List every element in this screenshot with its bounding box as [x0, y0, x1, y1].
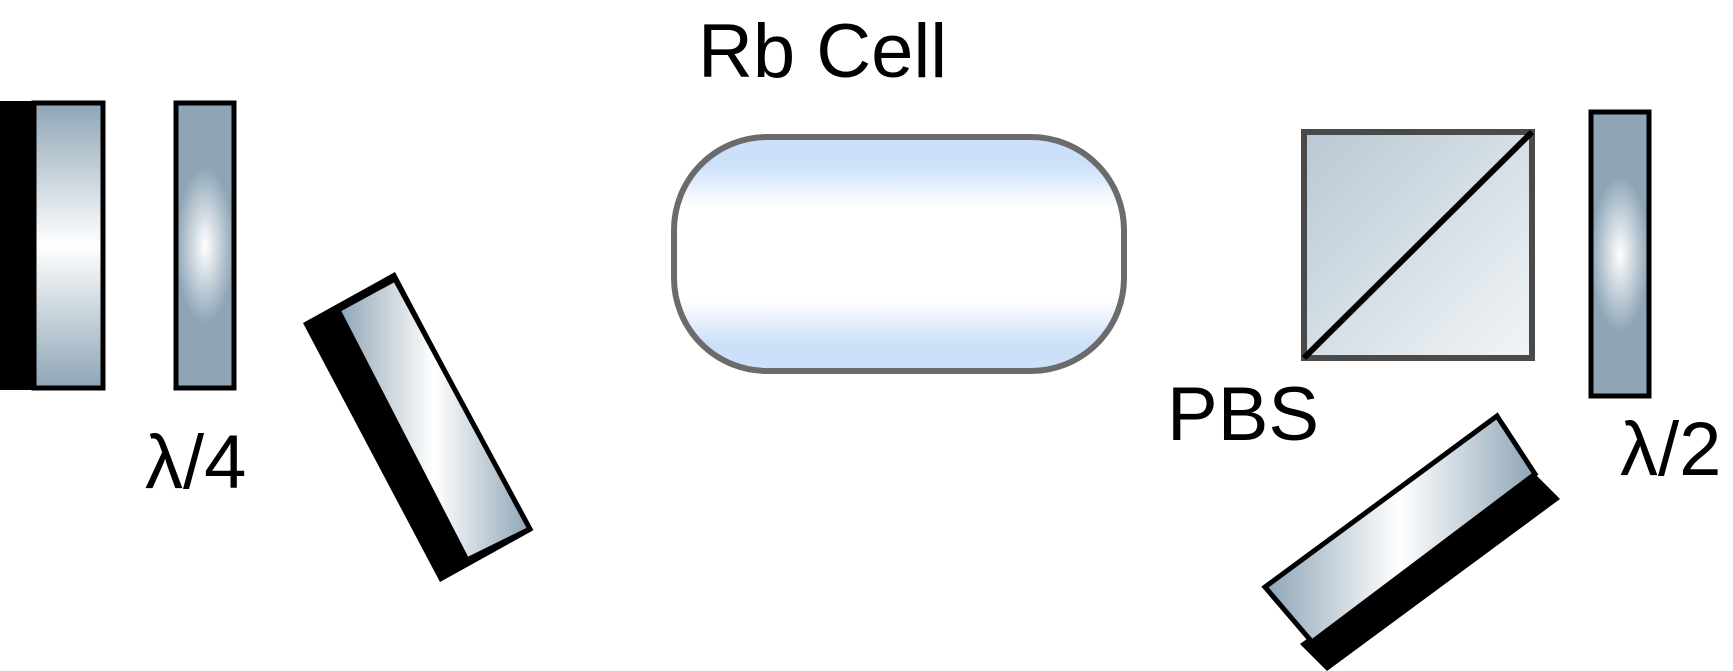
pbs-label: PBS: [1167, 372, 1319, 457]
tilted-mirror-right: [1261, 412, 1560, 671]
left-mirror: [0, 100, 106, 391]
half-wave-plate: [1588, 109, 1652, 399]
tilted-mirror-left: [303, 272, 534, 582]
quarter-wave-plate-body: [173, 100, 237, 391]
rb-cell-label: Rb Cell: [698, 9, 947, 94]
left-mirror-glass: [31, 100, 106, 391]
tilted-mirror-right-backing: [1300, 474, 1560, 671]
pbs-diagonal: [1301, 129, 1535, 361]
left-mirror-backing: [0, 101, 36, 390]
pbs-cube: [1301, 129, 1535, 361]
half-wave-label: λ/2: [1620, 407, 1721, 492]
quarter-wave-plate: [173, 100, 237, 391]
half-wave-plate-body: [1588, 109, 1652, 399]
quarter-wave-label: λ/4: [145, 420, 246, 505]
rb-cell: [671, 134, 1127, 374]
tilted-mirror-right-glass: [1261, 412, 1539, 646]
tilted-mirror-left-glass: [334, 275, 534, 564]
